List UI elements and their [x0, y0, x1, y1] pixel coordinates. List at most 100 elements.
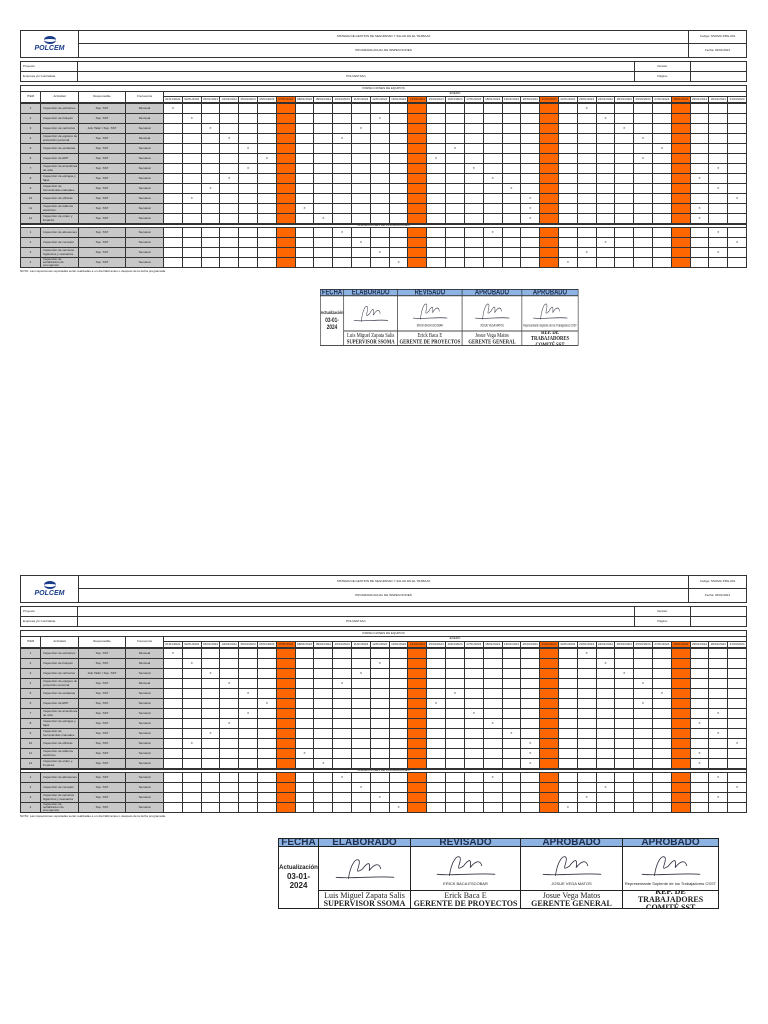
day-cell[interactable] — [482, 257, 503, 268]
day-cell[interactable] — [633, 257, 653, 268]
day-cell[interactable] — [595, 257, 616, 268]
day-cell[interactable] — [633, 802, 653, 813]
day-cell[interactable] — [426, 802, 447, 813]
day-cell[interactable] — [388, 758, 409, 769]
day-cell[interactable] — [445, 213, 465, 224]
day-cell[interactable] — [651, 257, 672, 268]
day-cell[interactable] — [576, 758, 597, 769]
day-cell[interactable] — [238, 213, 259, 224]
day-cell[interactable] — [200, 758, 221, 769]
day-cell[interactable] — [332, 257, 353, 268]
day-cell[interactable] — [501, 758, 522, 769]
day-cell[interactable] — [482, 213, 503, 224]
day-cell[interactable] — [332, 213, 353, 224]
day-cell[interactable] — [369, 257, 390, 268]
day-cell[interactable] — [407, 758, 428, 769]
day-cell[interactable] — [727, 802, 747, 813]
day-cell[interactable] — [595, 213, 616, 224]
day-cell[interactable] — [257, 758, 277, 769]
day-cell[interactable] — [351, 802, 371, 813]
day-cell[interactable] — [332, 758, 353, 769]
day-cell[interactable] — [238, 257, 259, 268]
scheduled-mark[interactable]: X — [520, 758, 541, 769]
day-cell[interactable] — [426, 257, 447, 268]
scheduled-mark[interactable]: X — [313, 758, 334, 769]
day-cell[interactable] — [351, 257, 371, 268]
day-cell[interactable] — [689, 257, 710, 268]
day-cell[interactable] — [219, 758, 240, 769]
day-cell[interactable] — [463, 802, 484, 813]
day-cell[interactable] — [407, 802, 428, 813]
day-cell[interactable] — [200, 213, 221, 224]
day-cell[interactable] — [200, 802, 221, 813]
day-cell[interactable] — [351, 213, 371, 224]
day-cell[interactable] — [313, 257, 334, 268]
day-cell[interactable] — [651, 213, 672, 224]
day-cell[interactable] — [670, 257, 691, 268]
day-cell[interactable] — [163, 758, 183, 769]
day-cell[interactable] — [257, 802, 277, 813]
day-cell[interactable] — [163, 213, 183, 224]
day-cell[interactable] — [651, 802, 672, 813]
day-cell[interactable] — [275, 802, 296, 813]
day-cell[interactable] — [708, 213, 729, 224]
day-cell[interactable] — [426, 758, 447, 769]
day-cell[interactable] — [351, 758, 371, 769]
scheduled-mark[interactable]: X — [557, 257, 578, 268]
day-cell[interactable] — [651, 758, 672, 769]
day-cell[interactable] — [238, 758, 259, 769]
day-cell[interactable] — [576, 213, 597, 224]
day-cell[interactable] — [727, 758, 747, 769]
day-cell[interactable] — [257, 257, 277, 268]
day-cell[interactable] — [576, 802, 597, 813]
scheduled-mark[interactable]: X — [689, 758, 710, 769]
day-cell[interactable] — [463, 213, 484, 224]
day-cell[interactable] — [727, 257, 747, 268]
day-cell[interactable] — [163, 802, 183, 813]
day-cell[interactable] — [727, 213, 747, 224]
day-cell[interactable] — [200, 257, 221, 268]
day-cell[interactable] — [313, 802, 334, 813]
day-cell[interactable] — [708, 802, 729, 813]
day-cell[interactable] — [181, 758, 202, 769]
day-cell[interactable] — [708, 758, 729, 769]
day-cell[interactable] — [332, 802, 353, 813]
day-cell[interactable] — [463, 257, 484, 268]
day-cell[interactable] — [163, 257, 183, 268]
scheduled-mark[interactable]: X — [388, 802, 409, 813]
day-cell[interactable] — [181, 802, 202, 813]
day-cell[interactable] — [369, 802, 390, 813]
day-cell[interactable] — [407, 213, 428, 224]
day-cell[interactable] — [407, 257, 428, 268]
day-cell[interactable] — [539, 802, 559, 813]
day-cell[interactable] — [275, 257, 296, 268]
day-cell[interactable] — [238, 802, 259, 813]
day-cell[interactable] — [501, 257, 522, 268]
day-cell[interactable] — [595, 758, 616, 769]
day-cell[interactable] — [557, 213, 578, 224]
day-cell[interactable] — [520, 802, 541, 813]
day-cell[interactable] — [595, 802, 616, 813]
day-cell[interactable] — [294, 213, 315, 224]
day-cell[interactable] — [614, 213, 635, 224]
day-cell[interactable] — [633, 758, 653, 769]
day-cell[interactable] — [670, 802, 691, 813]
day-cell[interactable] — [557, 758, 578, 769]
day-cell[interactable] — [294, 758, 315, 769]
day-cell[interactable] — [501, 802, 522, 813]
day-cell[interactable] — [181, 213, 202, 224]
day-cell[interactable] — [181, 257, 202, 268]
day-cell[interactable] — [670, 758, 691, 769]
day-cell[interactable] — [219, 257, 240, 268]
day-cell[interactable] — [369, 758, 390, 769]
day-cell[interactable] — [614, 802, 635, 813]
day-cell[interactable] — [275, 758, 296, 769]
day-cell[interactable] — [445, 257, 465, 268]
day-cell[interactable] — [482, 802, 503, 813]
scheduled-mark[interactable]: X — [689, 213, 710, 224]
day-cell[interactable] — [539, 213, 559, 224]
scheduled-mark[interactable]: X — [520, 213, 541, 224]
day-cell[interactable] — [670, 213, 691, 224]
day-cell[interactable] — [633, 213, 653, 224]
day-cell[interactable] — [445, 802, 465, 813]
